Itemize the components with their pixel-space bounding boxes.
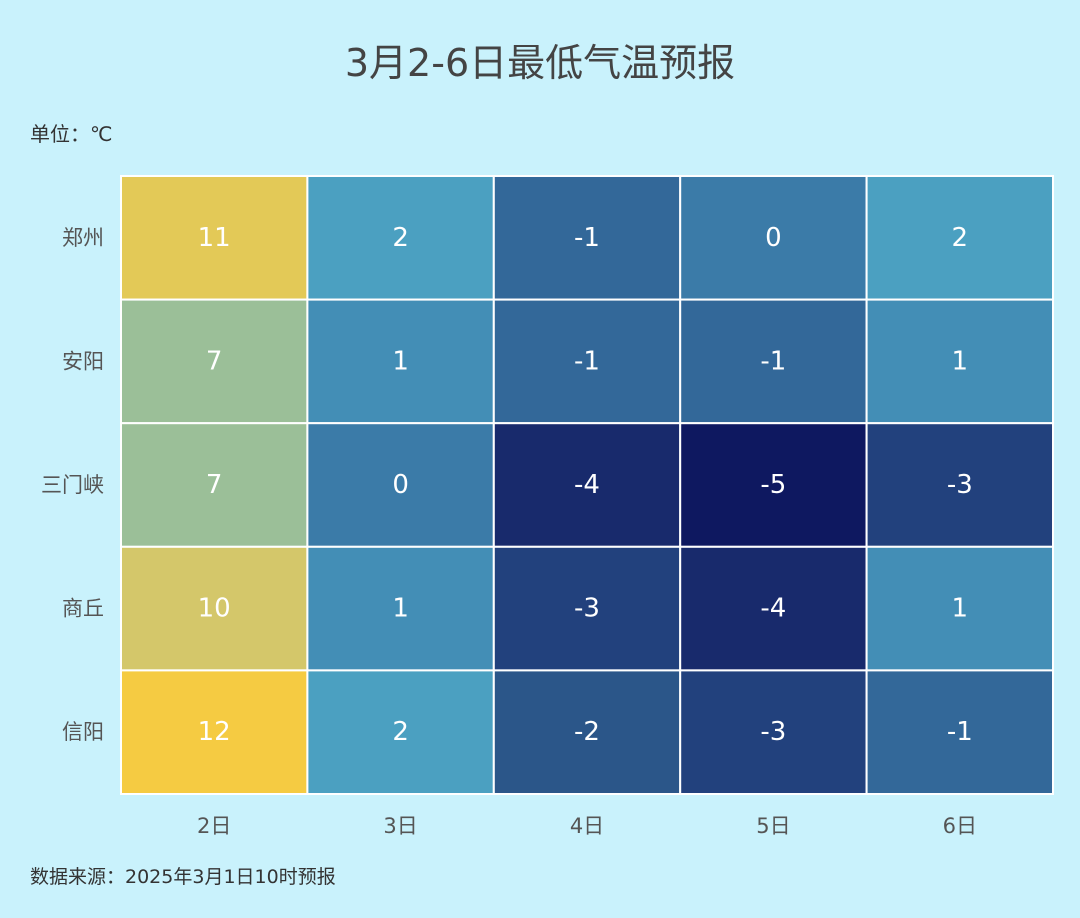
y-tick-label: 安阳 bbox=[62, 349, 104, 373]
cell-label: -2 bbox=[574, 717, 600, 747]
x-tick-label: 4日 bbox=[570, 814, 604, 838]
heatmap-cell bbox=[492, 669, 682, 796]
cell-label: -1 bbox=[760, 346, 786, 376]
x-tick-label: 6日 bbox=[943, 814, 977, 838]
cell-label: 1 bbox=[392, 594, 409, 624]
heatmap-cell bbox=[120, 422, 309, 548]
heatmap-cell bbox=[120, 669, 309, 796]
cell-label: -1 bbox=[947, 717, 973, 747]
cell-label: 2 bbox=[392, 223, 409, 253]
heatmap-cell bbox=[679, 175, 868, 301]
y-tick-label: 郑州 bbox=[62, 226, 104, 250]
cell-label: -3 bbox=[574, 594, 600, 624]
heatmap-cell bbox=[865, 175, 1054, 301]
heatmap-cell bbox=[865, 422, 1054, 548]
cell-label: -3 bbox=[947, 470, 973, 500]
cell-label: 2 bbox=[392, 717, 409, 747]
heatmap-cell bbox=[492, 545, 682, 672]
heatmap-cell bbox=[306, 298, 495, 425]
cell-label: 10 bbox=[198, 594, 231, 624]
heatmap-cell bbox=[306, 422, 495, 548]
cell-label: -3 bbox=[760, 717, 786, 747]
cell-label: 1 bbox=[952, 594, 969, 624]
cell-label: -4 bbox=[760, 594, 786, 624]
y-tick-label: 三门峡 bbox=[41, 473, 104, 497]
cell-label: 0 bbox=[765, 223, 782, 253]
cell-label: 2 bbox=[952, 223, 969, 253]
cell-label: 0 bbox=[392, 470, 409, 500]
cell-label: 11 bbox=[198, 223, 231, 253]
cell-label: 1 bbox=[952, 346, 969, 376]
heatmap-cell bbox=[679, 422, 868, 548]
y-tick-label: 商丘 bbox=[62, 597, 104, 621]
heatmap-cell bbox=[865, 669, 1054, 796]
heatmap-cell bbox=[492, 422, 682, 548]
source-note: 数据来源：2025年3月1日10时预报 bbox=[30, 866, 336, 888]
cell-label: 7 bbox=[206, 346, 223, 376]
cell-label: -1 bbox=[574, 346, 600, 376]
cell-label: -4 bbox=[574, 470, 600, 500]
cell-label: 1 bbox=[392, 346, 409, 376]
cell-label: 7 bbox=[206, 470, 223, 500]
unit-label: 单位：℃ bbox=[30, 122, 113, 146]
x-tick-label: 3日 bbox=[383, 814, 417, 838]
cell-label: -1 bbox=[574, 223, 600, 253]
cell-label: -5 bbox=[760, 470, 786, 500]
heatmap-cell bbox=[679, 669, 868, 796]
cell-label: 12 bbox=[198, 717, 231, 747]
heatmap-cell bbox=[120, 298, 309, 425]
y-tick-label: 信阳 bbox=[62, 720, 104, 744]
heatmap-cell bbox=[865, 545, 1054, 672]
x-tick-label: 2日 bbox=[197, 814, 231, 838]
x-tick-label: 5日 bbox=[756, 814, 790, 838]
chart-title: 3月2-6日最低气温预报 bbox=[344, 41, 736, 85]
heatmap-cell bbox=[306, 545, 495, 672]
heatmap-cell bbox=[492, 298, 682, 425]
heatmap-cell bbox=[865, 298, 1054, 425]
